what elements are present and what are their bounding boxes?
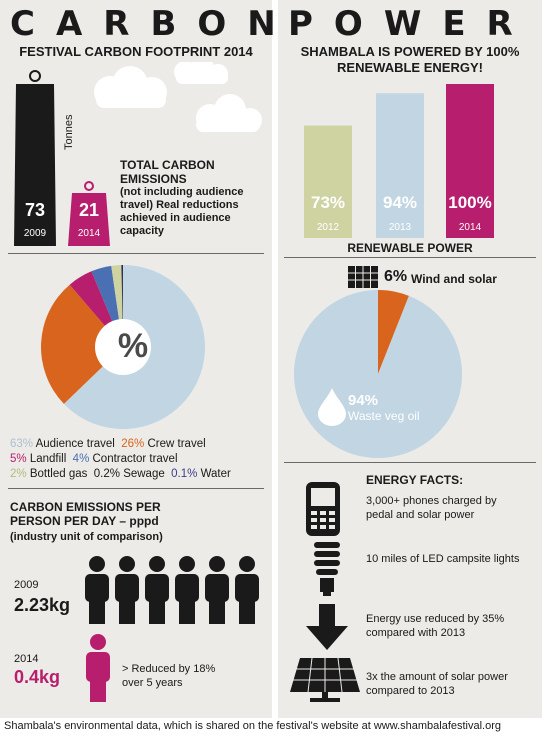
legend-pct-landfill: 5% <box>10 453 27 465</box>
solar-panel-icon <box>348 266 378 288</box>
divider <box>284 462 536 463</box>
legend-pct-water: 0.1% <box>171 468 198 480</box>
power-subtitle: SHAMBALA IS POWERED BY 100% RENEWABLE EN… <box>300 44 520 75</box>
veg-label: Waste veg oil <box>348 409 420 423</box>
divider <box>284 257 536 258</box>
legend-pct-gas: 2% <box>10 468 27 480</box>
person-icon <box>205 556 229 624</box>
total-note: (not including audience travel) Real red… <box>120 186 244 237</box>
carbon-panel: CARBON FESTIVAL CARBON FOOTPRINT 2014 73… <box>0 0 276 718</box>
people-2009-icon <box>85 556 259 624</box>
renewable-power-bar-chart: 73% 2012 94% 2013 100% 2014 <box>304 84 494 239</box>
carbon-title: CARBON <box>10 4 297 44</box>
legend-row-1: 63% Audience travel 26% Crew travel <box>10 437 206 451</box>
wind-pct: 6% <box>384 268 408 285</box>
person-icon <box>145 556 169 624</box>
divider <box>8 253 264 254</box>
power-bar-year-2012: 2012 <box>317 222 340 233</box>
power-bar-2013 <box>376 93 424 239</box>
fact-3: Energy use reduced by 35% compared with … <box>366 613 505 639</box>
legend-row-3: 2% Bottled gas 0.2% Sewage 0.1% Water <box>10 467 231 481</box>
footer-note: Shambala's environmental data, which is … <box>4 720 502 732</box>
pppd-2014-year: 2014 <box>14 653 39 665</box>
phone-icon <box>306 482 340 536</box>
fact-1: 3,000+ phones charged by pedal and solar… <box>366 495 497 521</box>
emissions-pie-slice-crew-travel <box>40 284 123 404</box>
legend-pct-crew: 26% <box>121 438 145 450</box>
down-arrow-icon <box>306 604 348 650</box>
tonnes-label: Tonnes <box>63 114 75 150</box>
bars-caption: RENEWABLE POWER <box>347 241 473 255</box>
facts-title: ENERGY FACTS: <box>366 473 464 487</box>
legend-label-water: Water <box>200 468 231 480</box>
weight-2014-icon <box>68 181 110 246</box>
clouds-illustration <box>94 62 262 132</box>
solar-array-icon <box>290 658 360 702</box>
legend-label-contractor: Contractor travel <box>92 453 178 465</box>
wind-label: Wind and solar <box>411 272 497 286</box>
legend-pct-contractor: 4% <box>72 453 90 465</box>
total-title: TOTAL CARBON EMISSIONS <box>120 158 215 186</box>
weight-2009-icon <box>14 70 56 246</box>
legend-label-crew: Crew travel <box>147 438 206 450</box>
person-icon <box>115 556 139 624</box>
power-bar-year-2014: 2014 <box>459 222 482 233</box>
emissions-pie-chart <box>40 265 205 429</box>
oil-drop-icon <box>318 388 346 426</box>
pppd-title: CARBON EMISSIONS PER PERSON PER DAY – pp… <box>10 500 161 528</box>
power-pie-slice-wind-and-solar <box>378 290 409 374</box>
pppd-note: (industry unit of comparison) <box>10 531 163 543</box>
divider <box>8 488 264 489</box>
legend-label-landfill: Landfill <box>29 453 67 465</box>
power-panel: POWER SHAMBALA IS POWERED BY 100% RENEWA… <box>278 0 542 718</box>
power-title: POWER <box>288 4 534 44</box>
legend-label-gas: Bottled gas <box>29 468 88 480</box>
person-2014-icon <box>86 634 110 702</box>
weight-2014-value: 21 <box>78 200 100 220</box>
power-bar-2014 <box>446 84 494 238</box>
fact-2: 10 miles of LED campsite lights <box>366 553 520 565</box>
pppd-2014-value: 0.4kg <box>14 667 61 687</box>
person-icon <box>85 556 109 624</box>
emissions-pie-center <box>95 319 151 375</box>
carbon-subtitle: FESTIVAL CARBON FOOTPRINT 2014 <box>19 44 253 59</box>
person-icon <box>235 556 259 624</box>
power-bar-label-2012: 73% <box>311 193 345 212</box>
percent-symbol: % <box>117 327 149 365</box>
legend-label-audience: Audience travel <box>35 438 115 450</box>
power-source-pie-chart <box>294 290 462 458</box>
pppd-2009-value: 2.23kg <box>14 595 71 615</box>
power-bar-year-2013: 2013 <box>389 222 412 233</box>
weight-2009-value: 73 <box>24 200 46 220</box>
led-bulb-icon <box>314 542 340 596</box>
legend-pct-audience: 63% <box>10 438 34 450</box>
reduction-note: > Reduced by 18% over 5 years <box>122 663 216 689</box>
fact-4: 3x the amount of solar power compared to… <box>366 671 508 697</box>
weight-2014-year: 2014 <box>77 228 101 239</box>
power-bar-2012 <box>304 125 352 238</box>
person-icon <box>175 556 199 624</box>
pppd-2009-year: 2009 <box>14 579 39 591</box>
legend-row-2: 5% Landfill 4% Contractor travel <box>10 452 178 466</box>
weight-2009-year: 2009 <box>23 228 47 239</box>
legend-pct-sewage: 0.2% <box>93 468 120 480</box>
power-bar-label-2013: 94% <box>383 193 417 212</box>
power-pie-slice-waste-veg-oil <box>294 290 462 458</box>
power-bar-label-2014: 100% <box>448 193 491 212</box>
veg-pct: 94% <box>348 392 379 409</box>
legend-label-sewage: Sewage <box>123 468 165 480</box>
